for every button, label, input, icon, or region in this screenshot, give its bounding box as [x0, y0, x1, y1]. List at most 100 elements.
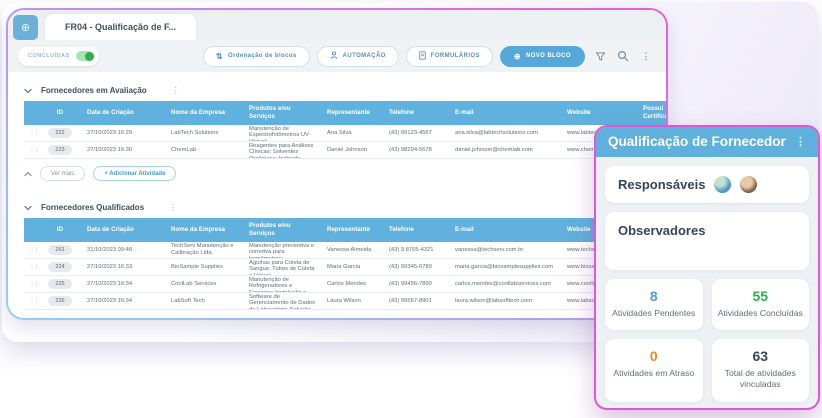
stat-label: Atividades em Atraso: [613, 368, 695, 379]
column-header-data-criacao[interactable]: Data de Criação: [87, 226, 134, 234]
cell-phone: (43) 99567-8901: [389, 297, 432, 304]
ver-mais-button[interactable]: Ver mais: [40, 166, 86, 181]
column-header-representante[interactable]: Representante: [327, 109, 370, 117]
forms-button[interactable]: FORMULÁRIOS: [405, 45, 493, 67]
toolbar-kebab-menu[interactable]: ⋮: [641, 50, 651, 61]
avatar[interactable]: [740, 176, 758, 193]
column-header-empresa[interactable]: Nome da Empresa: [171, 109, 225, 117]
automation-label: AUTOMAÇÃO: [342, 53, 386, 59]
responsaveis-card: Responsáveis: [605, 166, 809, 203]
qualificacao-panel: Qualificação de Fornecedor ⋮ Responsávei…: [594, 125, 820, 410]
column-header-telefone[interactable]: Telefone: [389, 109, 414, 117]
stat-label: Total de atividades vinculadas: [724, 368, 796, 390]
table-row[interactable]: ⋮⋮ 223 27/10/2023 16:30 ChemLab Reagente…: [24, 142, 666, 159]
panel-body: Responsáveis Observadores 8 Atividades P…: [596, 157, 818, 408]
cell-email: carlos.mendes@coollabservices.com: [455, 280, 551, 287]
drag-handle-icon[interactable]: ⋮⋮: [29, 263, 38, 270]
table-row[interactable]: ⋮⋮ 224 27/10/2023 16:33 BioSample Suppli…: [24, 259, 666, 276]
column-header-telefone[interactable]: Telefone: [389, 226, 414, 234]
cell-id: 261: [38, 245, 82, 255]
cell-email: ana.silva@labtechsolutions.com: [455, 129, 538, 136]
panel-title: Qualificação de Fornecedor: [608, 134, 786, 149]
circle-plus-icon: ⊕: [513, 51, 521, 61]
document-icon: [419, 50, 426, 62]
chevron-down-icon[interactable]: [24, 205, 32, 211]
cell-date: 27/10/2023 16:33: [87, 263, 133, 270]
column-header-produtos[interactable]: Produtos e/ou Serviços: [249, 105, 291, 120]
add-activity-button[interactable]: + Adicionar Atividade: [93, 166, 177, 181]
search-icon[interactable]: [615, 48, 631, 64]
main-window: ⊕ FR04 - Qualificação de F... CONCLUÍDAS…: [6, 8, 668, 320]
stats-grid: 8 Atividades Pendentes 55 Atividades Con…: [605, 279, 809, 402]
cell-rep: Ana Silva: [327, 129, 352, 136]
cell-rep: Vanessa Almeida: [327, 246, 372, 253]
forms-label: FORMULÁRIOS: [430, 53, 480, 59]
column-header-website[interactable]: Website: [567, 226, 591, 234]
section-kebab-menu[interactable]: ⋮: [171, 86, 180, 95]
concluidas-toggle[interactable]: CONCLUÍDAS: [18, 46, 99, 66]
table-header-row: ID Data de Criação Nome da Empresa Produ…: [24, 101, 666, 125]
window-content: Fornecedores em Avaliação ⋮ ID Data de C…: [8, 72, 666, 318]
cell-email: laura.wilson@labsofttech.com: [455, 297, 533, 304]
cell-date: 27/10/2023 16:30: [87, 146, 133, 153]
stat-label: Atividades Concluídas: [717, 308, 803, 318]
column-header-data-criacao[interactable]: Data de Criação: [87, 109, 134, 117]
observadores-label: Observadores: [618, 223, 706, 238]
table-row[interactable]: ⋮⋮ 226 27/10/2023 16:34 LabSoft Tech Sof…: [24, 293, 666, 310]
drag-handle-icon[interactable]: ⋮⋮: [29, 129, 38, 136]
drag-handle-icon[interactable]: ⋮⋮: [29, 297, 38, 304]
drag-handle-icon[interactable]: ⋮⋮: [29, 280, 38, 287]
column-header-produtos[interactable]: Produtos e/ou Serviços: [249, 222, 291, 237]
cell-products: Manutenção preventiva e corretiva para t…: [249, 242, 315, 258]
new-block-button[interactable]: ⊕ NOVO BLOCO: [499, 45, 585, 67]
tab-bar: ⊕ FR04 - Qualificação de F...: [8, 10, 666, 40]
section-kebab-menu[interactable]: ⋮: [169, 203, 178, 212]
cell-email: maria.garcia@biosamplesupplies.com: [455, 263, 554, 270]
cell-company: LabSoft Tech: [171, 297, 205, 304]
column-header-id[interactable]: ID: [56, 226, 64, 234]
cell-rep: Daniel Johnson: [327, 146, 367, 153]
table-row[interactable]: ⋮⋮ 222 27/10/2023 16:29 LabTech Solution…: [24, 125, 666, 142]
stat-atividades-concluidas[interactable]: 55 Atividades Concluídas: [711, 279, 809, 331]
column-header-empresa[interactable]: Nome da Empresa: [171, 226, 225, 234]
table-row[interactable]: ⋮⋮ 225 27/10/2023 16:34 CoolLab Services…: [24, 276, 666, 293]
table-qualificados: ID Data de Criação Nome da Empresa Produ…: [24, 218, 666, 310]
column-header-email[interactable]: E-mail: [455, 226, 474, 234]
avatar[interactable]: [714, 176, 732, 193]
stat-atividades-pendentes[interactable]: 8 Atividades Pendentes: [605, 279, 703, 331]
cell-id: 222: [38, 128, 82, 138]
table-footer: Ver mais + Adicionar Atividade: [24, 166, 666, 181]
responsaveis-label: Responsáveis: [618, 177, 706, 192]
column-header-certificacao[interactable]: Possui Certificação?: [643, 105, 666, 120]
column-header-website[interactable]: Website: [567, 109, 591, 117]
table-row[interactable]: ⋮⋮ 261 31/10/2023 09:48 TechServ Manuten…: [24, 242, 666, 259]
sort-blocks-button[interactable]: ⇅ Ordenação de blocos: [202, 45, 310, 67]
column-header-email[interactable]: E-mail: [455, 109, 474, 117]
cell-company: TechServ Manutenção e Calibração Ltda.: [171, 243, 234, 256]
filter-icon[interactable]: [592, 48, 608, 64]
stat-value: 8: [649, 288, 658, 304]
cell-products: Reagentes para Análises Clínicas; Solven…: [249, 142, 314, 158]
chevron-up-icon[interactable]: [24, 171, 32, 177]
stat-atividades-em-atraso[interactable]: 0 Atividades em Atraso: [605, 339, 703, 402]
sort-arrows-icon: ⇅: [215, 51, 224, 61]
cell-date: 27/10/2023 16:29: [87, 129, 133, 136]
column-header-representante[interactable]: Representante: [327, 226, 370, 234]
stat-value: 0: [649, 348, 658, 365]
stat-label: Atividades Pendentes: [612, 308, 696, 318]
cell-id: 224: [38, 262, 82, 272]
drag-handle-icon[interactable]: ⋮⋮: [29, 246, 38, 253]
add-tab-button[interactable]: ⊕: [13, 15, 38, 40]
drag-handle-icon[interactable]: ⋮⋮: [29, 146, 38, 153]
tab-fr04[interactable]: FR04 - Qualificação de F...: [45, 14, 197, 40]
automation-button[interactable]: AUTOMAÇÃO: [316, 45, 399, 67]
column-header-id[interactable]: ID: [56, 109, 64, 117]
observadores-card: Observadores: [605, 212, 809, 270]
chevron-down-icon[interactable]: [24, 88, 32, 94]
cell-products: Manutenção de Refrigeradores e Freezers;…: [249, 276, 306, 292]
table-header-row: ID Data de Criação Nome da Empresa Produ…: [24, 218, 666, 242]
sort-blocks-label: Ordenação de blocos: [228, 53, 297, 59]
stat-total-atividades[interactable]: 63 Total de atividades vinculadas: [711, 339, 809, 402]
cell-products: Agulhas para Coleta de Sangue; Tubos de …: [249, 259, 315, 275]
panel-kebab-menu[interactable]: ⋮: [795, 136, 806, 148]
